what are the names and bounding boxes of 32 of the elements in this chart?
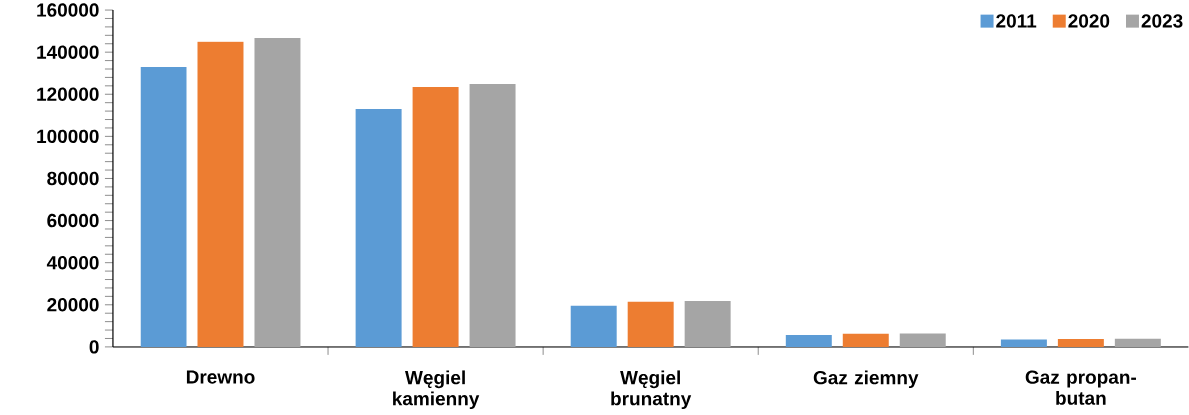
bar <box>842 333 889 347</box>
x-tick-label: Drewno <box>186 370 255 384</box>
bar <box>1000 339 1047 347</box>
y-tick-label: 0 <box>89 340 99 354</box>
y-tick-label: 60000 <box>47 213 99 228</box>
bar <box>899 333 946 347</box>
y-tick-label: 100000 <box>37 129 99 144</box>
x-tick-label: Węgiel kamienny <box>393 370 480 410</box>
y-tick-label: 20000 <box>47 298 99 312</box>
legend-label: 2020 <box>1068 14 1110 28</box>
bar <box>412 86 459 347</box>
y-tick-label: 40000 <box>46 256 99 270</box>
bar <box>469 84 516 347</box>
bar <box>684 301 731 347</box>
y-tick-label: 80000 <box>47 171 99 186</box>
bar <box>570 305 617 347</box>
bar <box>785 334 832 347</box>
bar <box>1114 338 1161 347</box>
bar <box>254 38 301 347</box>
legend-label: 2023 <box>1141 14 1183 28</box>
y-tick-label: 140000 <box>37 45 99 59</box>
y-tick-label: 120000 <box>37 87 99 102</box>
x-tick-label: Gaz ziemny <box>813 370 919 389</box>
bar <box>1057 338 1104 347</box>
y-tick-label: 160000 <box>37 3 99 17</box>
bar <box>197 41 244 347</box>
x-tick-label: Gaz propan-butan <box>1025 370 1137 405</box>
legend-label: 2011 <box>996 14 1037 28</box>
x-tick-label: Węgiel brunatny <box>611 370 692 410</box>
bar <box>355 109 402 347</box>
bar <box>627 301 674 347</box>
bar <box>140 66 187 347</box>
